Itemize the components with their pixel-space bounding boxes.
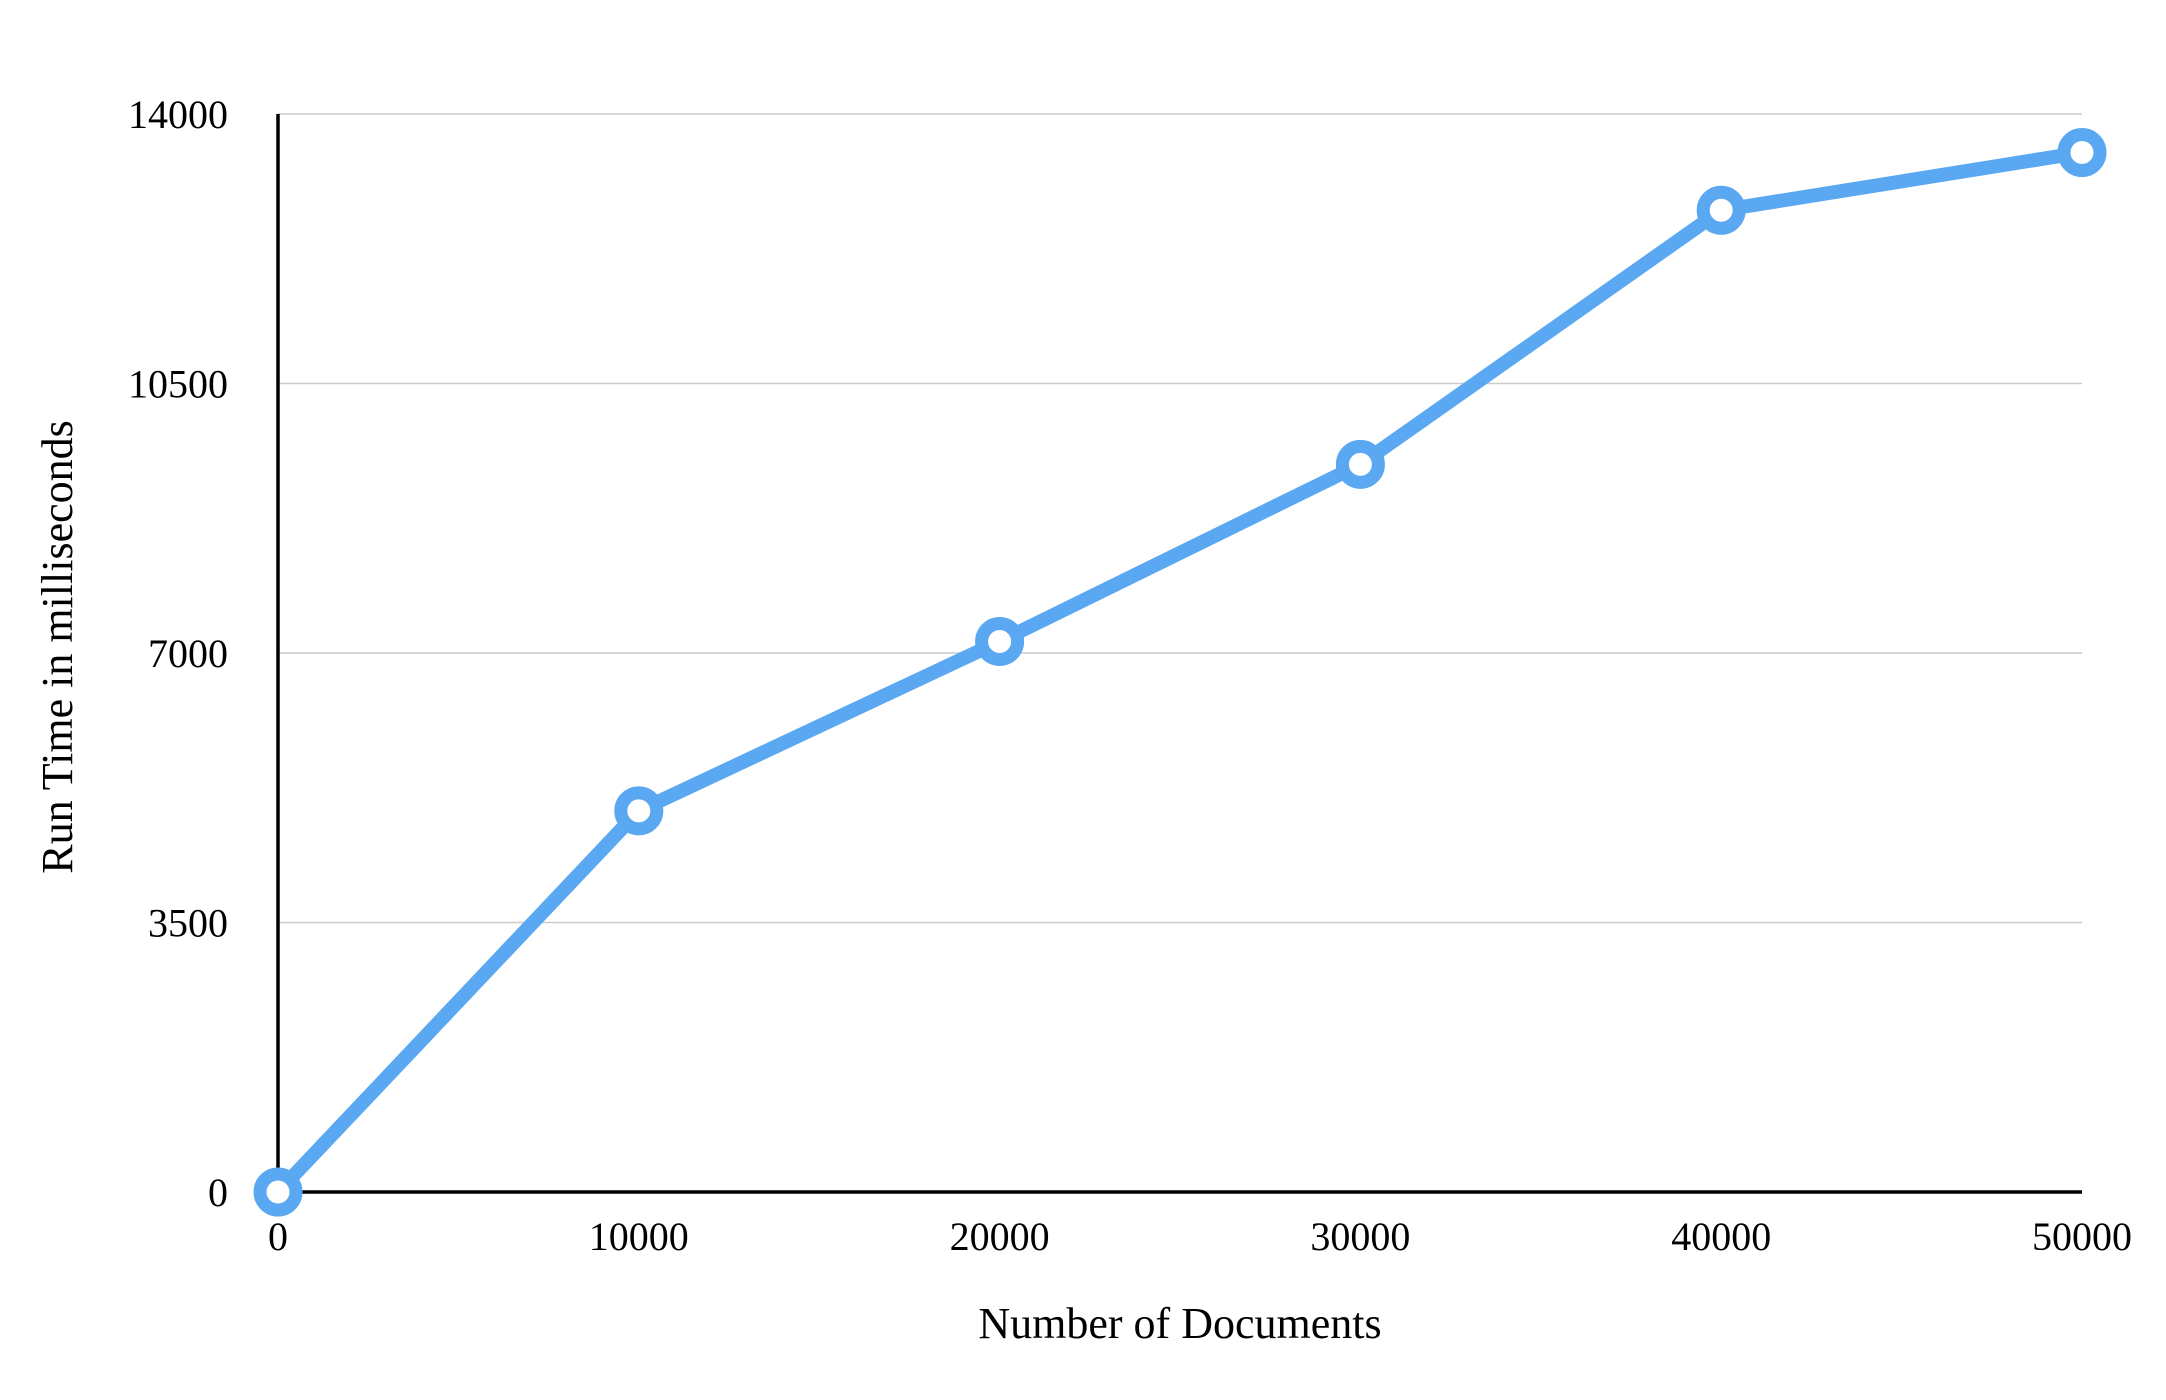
data-point bbox=[2057, 128, 2107, 177]
tick-labels: 0 3500 7000 10500 14000 0 10000 20000 30000 40000… bbox=[128, 92, 2132, 1259]
series-layer bbox=[253, 128, 2107, 1217]
data-point bbox=[614, 786, 664, 836]
y-tick-label: 0 bbox=[208, 1170, 228, 1215]
data-point bbox=[1696, 185, 1746, 235]
gridlines bbox=[278, 113, 2082, 924]
axes bbox=[276, 114, 2082, 1194]
x-tick-label: 0 bbox=[268, 1214, 288, 1259]
x-tick-label: 50000 bbox=[2032, 1214, 2132, 1259]
y-tick-label: 7000 bbox=[148, 631, 228, 676]
series-line bbox=[271, 145, 2089, 1199]
x-tick-label: 30000 bbox=[1310, 1214, 1410, 1259]
data-point bbox=[975, 616, 1025, 666]
x-tick-label: 10000 bbox=[589, 1214, 689, 1259]
y-tick-label: 3500 bbox=[148, 901, 228, 946]
y-tick-label: 14000 bbox=[128, 92, 228, 137]
data-point bbox=[1335, 439, 1385, 489]
y-tick-label: 10500 bbox=[128, 362, 228, 407]
data-point bbox=[253, 1167, 303, 1217]
y-axis-title: Run Time in milliseconds bbox=[33, 420, 82, 874]
x-axis-title: Number of Documents bbox=[978, 1299, 1381, 1348]
x-tick-label: 20000 bbox=[950, 1214, 1050, 1259]
x-tick-label: 40000 bbox=[1671, 1214, 1771, 1259]
